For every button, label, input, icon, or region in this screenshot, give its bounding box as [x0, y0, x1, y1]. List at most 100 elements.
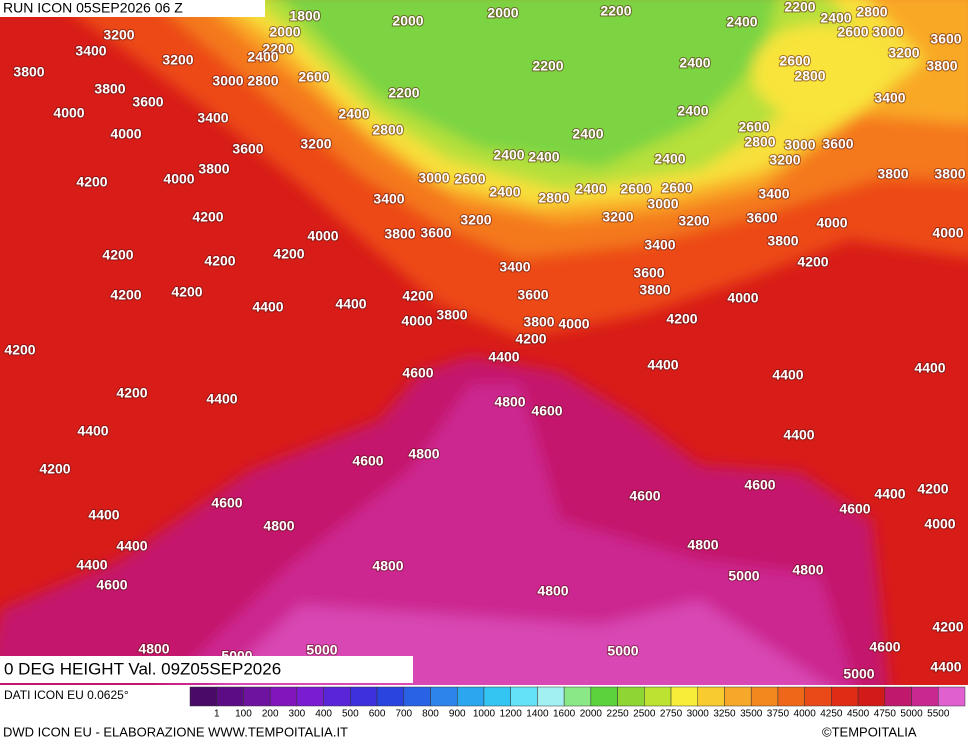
contour-label: 2400 [726, 14, 757, 30]
contour-label: 2400 [338, 106, 369, 122]
contour-label: 4000 [924, 516, 955, 532]
contour-label: 4000 [163, 171, 194, 187]
contour-label: 5000 [306, 642, 337, 658]
run-label: RUN ICON 05SEP2026 06 Z [3, 0, 183, 16]
contour-label: 3400 [197, 110, 228, 126]
colorbar-label: 3500 [740, 709, 763, 720]
contour-label: 2800 [744, 134, 775, 150]
colorbar-swatch [590, 686, 618, 707]
copyright: ©TEMPOITALIA [822, 724, 917, 739]
contour-label: 3800 [94, 81, 125, 97]
contour-label: 2600 [454, 171, 485, 187]
contour-label: 2200 [600, 3, 631, 19]
colorbar-label: 5000 [900, 709, 923, 720]
contour-label: 4800 [408, 446, 439, 462]
contour-label: 4800 [687, 537, 718, 553]
contour-label: 4000 [558, 316, 589, 332]
colorbar-label: 4750 [874, 709, 897, 720]
contour-label: 5000 [728, 568, 759, 584]
colorbar-label: 600 [369, 709, 386, 720]
contour-label: 3600 [930, 31, 961, 47]
contour-label: 3000 [784, 137, 815, 153]
contour-label: 2400 [489, 184, 520, 200]
contour-label: 2800 [856, 4, 887, 20]
colorbar-swatch [403, 686, 431, 707]
contour-label: 4400 [930, 659, 961, 675]
colorbar-swatch [376, 686, 405, 707]
colorbar-swatch [216, 686, 244, 707]
contour-label: 4000 [307, 228, 338, 244]
contour-label: 4200 [4, 342, 35, 358]
colorbar-swatch [456, 686, 485, 707]
colorbar-label: 4250 [820, 709, 843, 720]
contour-label: 4200 [273, 246, 304, 262]
contour-label: 3400 [499, 259, 530, 275]
contour-label: 2400 [247, 49, 278, 65]
colorbar-label: 1600 [553, 709, 576, 720]
contour-label: 4200 [76, 174, 107, 190]
contour-label: 2800 [247, 73, 278, 89]
colorbar-label: 500 [342, 709, 359, 720]
contour-label: 2200 [262, 41, 293, 57]
contour-label: 4800 [263, 518, 294, 534]
contour-label: 2200 [532, 58, 563, 74]
contour-label: 4200 [116, 385, 147, 401]
colorbar-swatch [938, 686, 966, 707]
contour-label: 2600 [298, 69, 329, 85]
contour-label: 4400 [335, 296, 366, 312]
contour-label: 4000 [932, 225, 963, 241]
contour-label: 4600 [744, 477, 775, 493]
contour-label: 2600 [837, 24, 868, 40]
colorbar-swatch [831, 686, 859, 707]
contour-label: 4400 [772, 367, 803, 383]
contour-label: 3800 [877, 166, 908, 182]
colorbar-swatch [857, 686, 886, 707]
contour-label: 3400 [373, 191, 404, 207]
contour-label: 3400 [758, 186, 789, 202]
contour-label: 4000 [816, 215, 847, 231]
colorbar-swatch [537, 686, 565, 707]
contour-label: 4800 [372, 558, 403, 574]
contour-label: 2400 [679, 55, 710, 71]
contour-label: 2800 [372, 122, 403, 138]
contour-label: 3200 [103, 27, 134, 43]
contour-label: 1800 [289, 8, 320, 24]
colorbar-label: 3750 [767, 709, 790, 720]
contour-label: 2600 [779, 53, 810, 69]
contour-label: 2600 [738, 119, 769, 135]
contour-label: 3200 [300, 136, 331, 152]
contour-label: 2000 [269, 24, 300, 40]
contour-label: 3000 [647, 196, 678, 212]
colorbar-label: 2250 [606, 709, 629, 720]
contour-label: 2400 [528, 149, 559, 165]
map-title: 0 DEG HEIGHT Val. 09Z05SEP2026 [4, 659, 281, 678]
contour-label: 4200 [110, 287, 141, 303]
contour-label: 3800 [384, 226, 415, 242]
colorbar-label: 1000 [473, 709, 496, 720]
contour-label: 3600 [420, 225, 451, 241]
contour-label: 4600 [96, 577, 127, 593]
contour-label: 3400 [874, 90, 905, 106]
contour-label: 2400 [493, 147, 524, 163]
contour-label: 3800 [436, 307, 467, 323]
contour-label: 4600 [352, 453, 383, 469]
contour-label: 3600 [232, 141, 263, 157]
colorbar-swatch [243, 686, 271, 707]
colorbar-swatch [617, 686, 645, 707]
contour-label: 2000 [392, 13, 423, 29]
contour-label: 4200 [102, 247, 133, 263]
contour-label: 4600 [531, 403, 562, 419]
contour-label: 4600 [869, 639, 900, 655]
colorbar-label: 4500 [847, 709, 870, 720]
colorbar-label: 3250 [713, 709, 736, 720]
contour-label: 2400 [654, 151, 685, 167]
contour-label: 3800 [198, 161, 229, 177]
contour-label: 4600 [629, 488, 660, 504]
contour-label: 4200 [666, 311, 697, 327]
contour-label: 3600 [517, 287, 548, 303]
contour-label: 4800 [494, 394, 525, 410]
contour-label: 2400 [572, 126, 603, 142]
contour-label: 4200 [192, 209, 223, 225]
contour-label: 4400 [488, 349, 519, 365]
